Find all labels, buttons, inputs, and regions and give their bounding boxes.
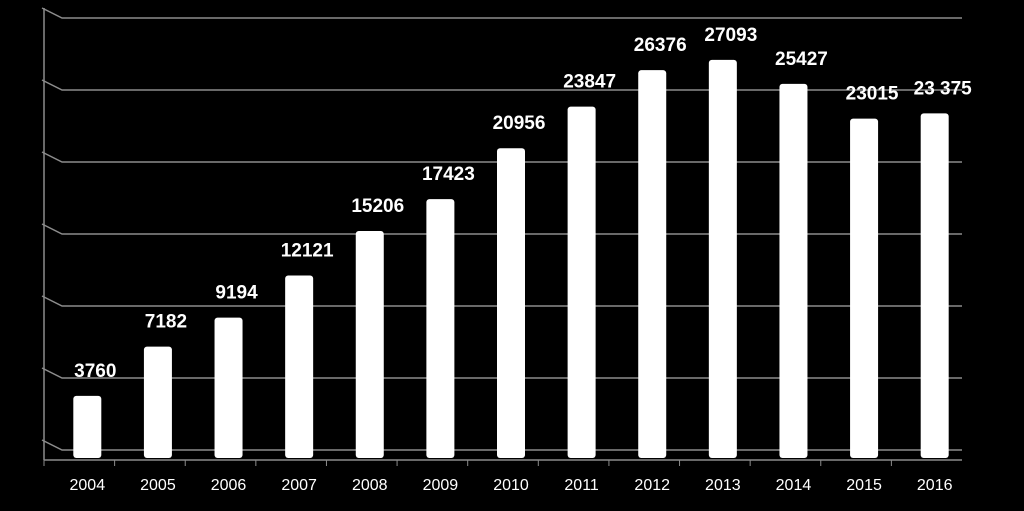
value-label: 20956 <box>493 113 546 134</box>
value-label: 25427 <box>775 49 828 70</box>
bar <box>426 199 455 458</box>
x-tick-label: 2010 <box>493 477 529 494</box>
bar <box>920 113 949 459</box>
value-label: 27093 <box>704 25 757 46</box>
value-label: 15206 <box>351 196 404 217</box>
value-label: 23847 <box>563 72 616 93</box>
x-tick-label: 2007 <box>281 477 317 494</box>
grid-line <box>41 7 962 19</box>
x-tick-label: 2008 <box>352 477 388 494</box>
bar <box>285 275 314 458</box>
bar <box>497 148 525 459</box>
x-tick-label: 2006 <box>211 477 247 494</box>
value-label: 3760 <box>74 361 116 382</box>
bar <box>143 346 172 458</box>
value-label: 9194 <box>215 283 258 304</box>
bar <box>779 83 808 458</box>
bar <box>214 317 243 458</box>
value-label: 23 375 <box>914 78 973 99</box>
value-label: 26376 <box>634 35 687 56</box>
x-tick-label: 2009 <box>423 477 459 494</box>
value-label: 7182 <box>145 312 187 333</box>
x-tick-label: 2014 <box>776 477 812 494</box>
x-tick-label: 2011 <box>564 477 599 494</box>
bar <box>638 70 667 458</box>
value-label: 17423 <box>422 164 475 185</box>
x-tick-label: 2012 <box>634 477 670 494</box>
x-tick-label: 2015 <box>846 477 882 494</box>
x-tick-label: 2013 <box>705 477 741 494</box>
bar <box>850 118 879 459</box>
bar <box>355 231 384 458</box>
bar <box>73 395 102 458</box>
x-tick-label: 2004 <box>70 477 106 494</box>
value-label: 23015 <box>846 84 899 105</box>
x-tick-label: 2005 <box>140 477 176 494</box>
bar <box>708 59 737 458</box>
bar <box>567 106 596 458</box>
value-label: 12121 <box>281 240 334 261</box>
x-tick-label: 2016 <box>917 477 953 494</box>
